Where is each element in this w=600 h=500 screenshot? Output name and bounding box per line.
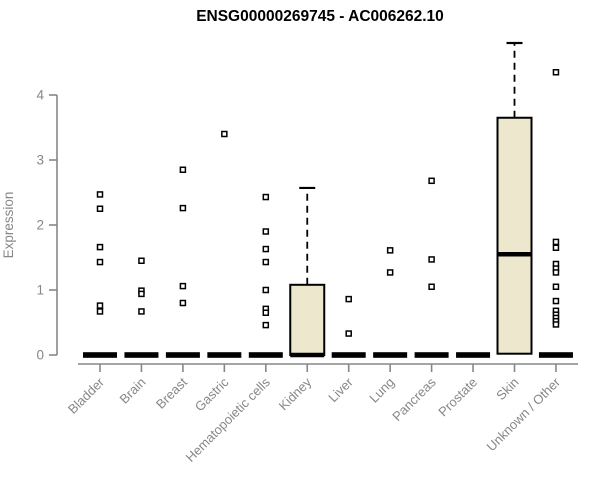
boxplot-prostate [456,352,491,358]
median-bar-zero [165,352,200,358]
outlier-point [96,302,104,309]
median-bar-zero [373,352,408,358]
outlier-point [96,205,104,212]
y-tick-label-4: 4 [36,88,44,103]
boxplot-pancreas [414,177,449,358]
x-tick-label-bladder: Bladder [65,374,108,417]
y-tick-label-3: 3 [36,153,44,168]
outlier-point [138,308,145,315]
outlier-point [552,238,560,246]
outlier-point [345,330,352,337]
median-bar-zero [83,352,117,358]
boxplot-skin [496,41,533,355]
median-bar-zero [124,352,159,358]
outlier-point [96,191,104,198]
box-rect [289,283,326,356]
outlier-point [345,295,352,303]
outlier-point [221,130,228,138]
outlier-point [96,258,104,266]
outlier-point [179,166,187,173]
median-bar-zero [414,352,449,358]
x-tick-label-unknown-other: Unknown / Other [483,374,563,454]
x-tick-label-breast: Breast [153,374,190,411]
box-rect [496,116,533,355]
boxplot-unknown-other [538,69,573,358]
boxplot-breast [165,166,200,358]
boxplot-bladder [83,191,117,358]
outlier-point [386,247,394,254]
x-tick-label-skin: Skin [493,375,521,403]
x-tick-label-brain: Brain [116,375,148,407]
x-tick-label-liver: Liver [325,374,356,405]
outlier-point [262,258,270,266]
y-tick-label-2: 2 [36,218,44,233]
median-bar-zero [456,352,491,358]
outlier-point [552,69,560,76]
outlier-point [386,269,394,276]
outlier-point [552,283,560,290]
outlier-point [138,257,145,264]
y-tick-label-0: 0 [36,348,44,363]
outlier-point [428,256,435,263]
x-tick-label-gastric: Gastric [192,374,232,414]
outlier-point [552,269,560,276]
x-tick-label-pancreas: Pancreas [389,374,439,424]
boxplot-hematopoietic-cells [248,193,283,358]
x-tick-label-prostate: Prostate [435,375,480,420]
boxplot-gastric [207,130,242,358]
outlier-point [262,193,270,201]
outlier-point [179,299,187,307]
chart-title: ENSG00000269745 - AC006262.10 [196,8,444,25]
boxplots [83,41,573,358]
boxplot-liver [331,295,366,358]
y-tick-label-1: 1 [36,283,44,298]
x-tick-label-kidney: Kidney [276,374,315,413]
outlier-point [428,177,435,185]
outlier-point [96,243,104,251]
boxplot-lung [373,247,408,358]
median-bar-zero [538,352,573,358]
boxplot-kidney [289,186,326,358]
outlier-point [552,244,560,251]
median-bar-zero [248,352,283,358]
outlier-point [179,204,187,212]
outlier-point [96,308,104,315]
outlier-point [262,245,270,253]
outlier-point [262,309,270,316]
median-bar-zero [331,352,366,358]
outlier-point [262,228,270,235]
outlier-point [138,290,145,298]
boxplot-brain [124,257,159,358]
outlier-point [262,286,270,294]
outlier-point [552,321,560,328]
y-axis-title: Expression [1,192,16,259]
outlier-point [179,282,187,290]
median-bar-zero [207,352,242,358]
outlier-point [552,297,560,305]
outlier-point [262,321,270,329]
outlier-point [428,283,435,290]
x-tick-label-lung: Lung [366,375,397,406]
